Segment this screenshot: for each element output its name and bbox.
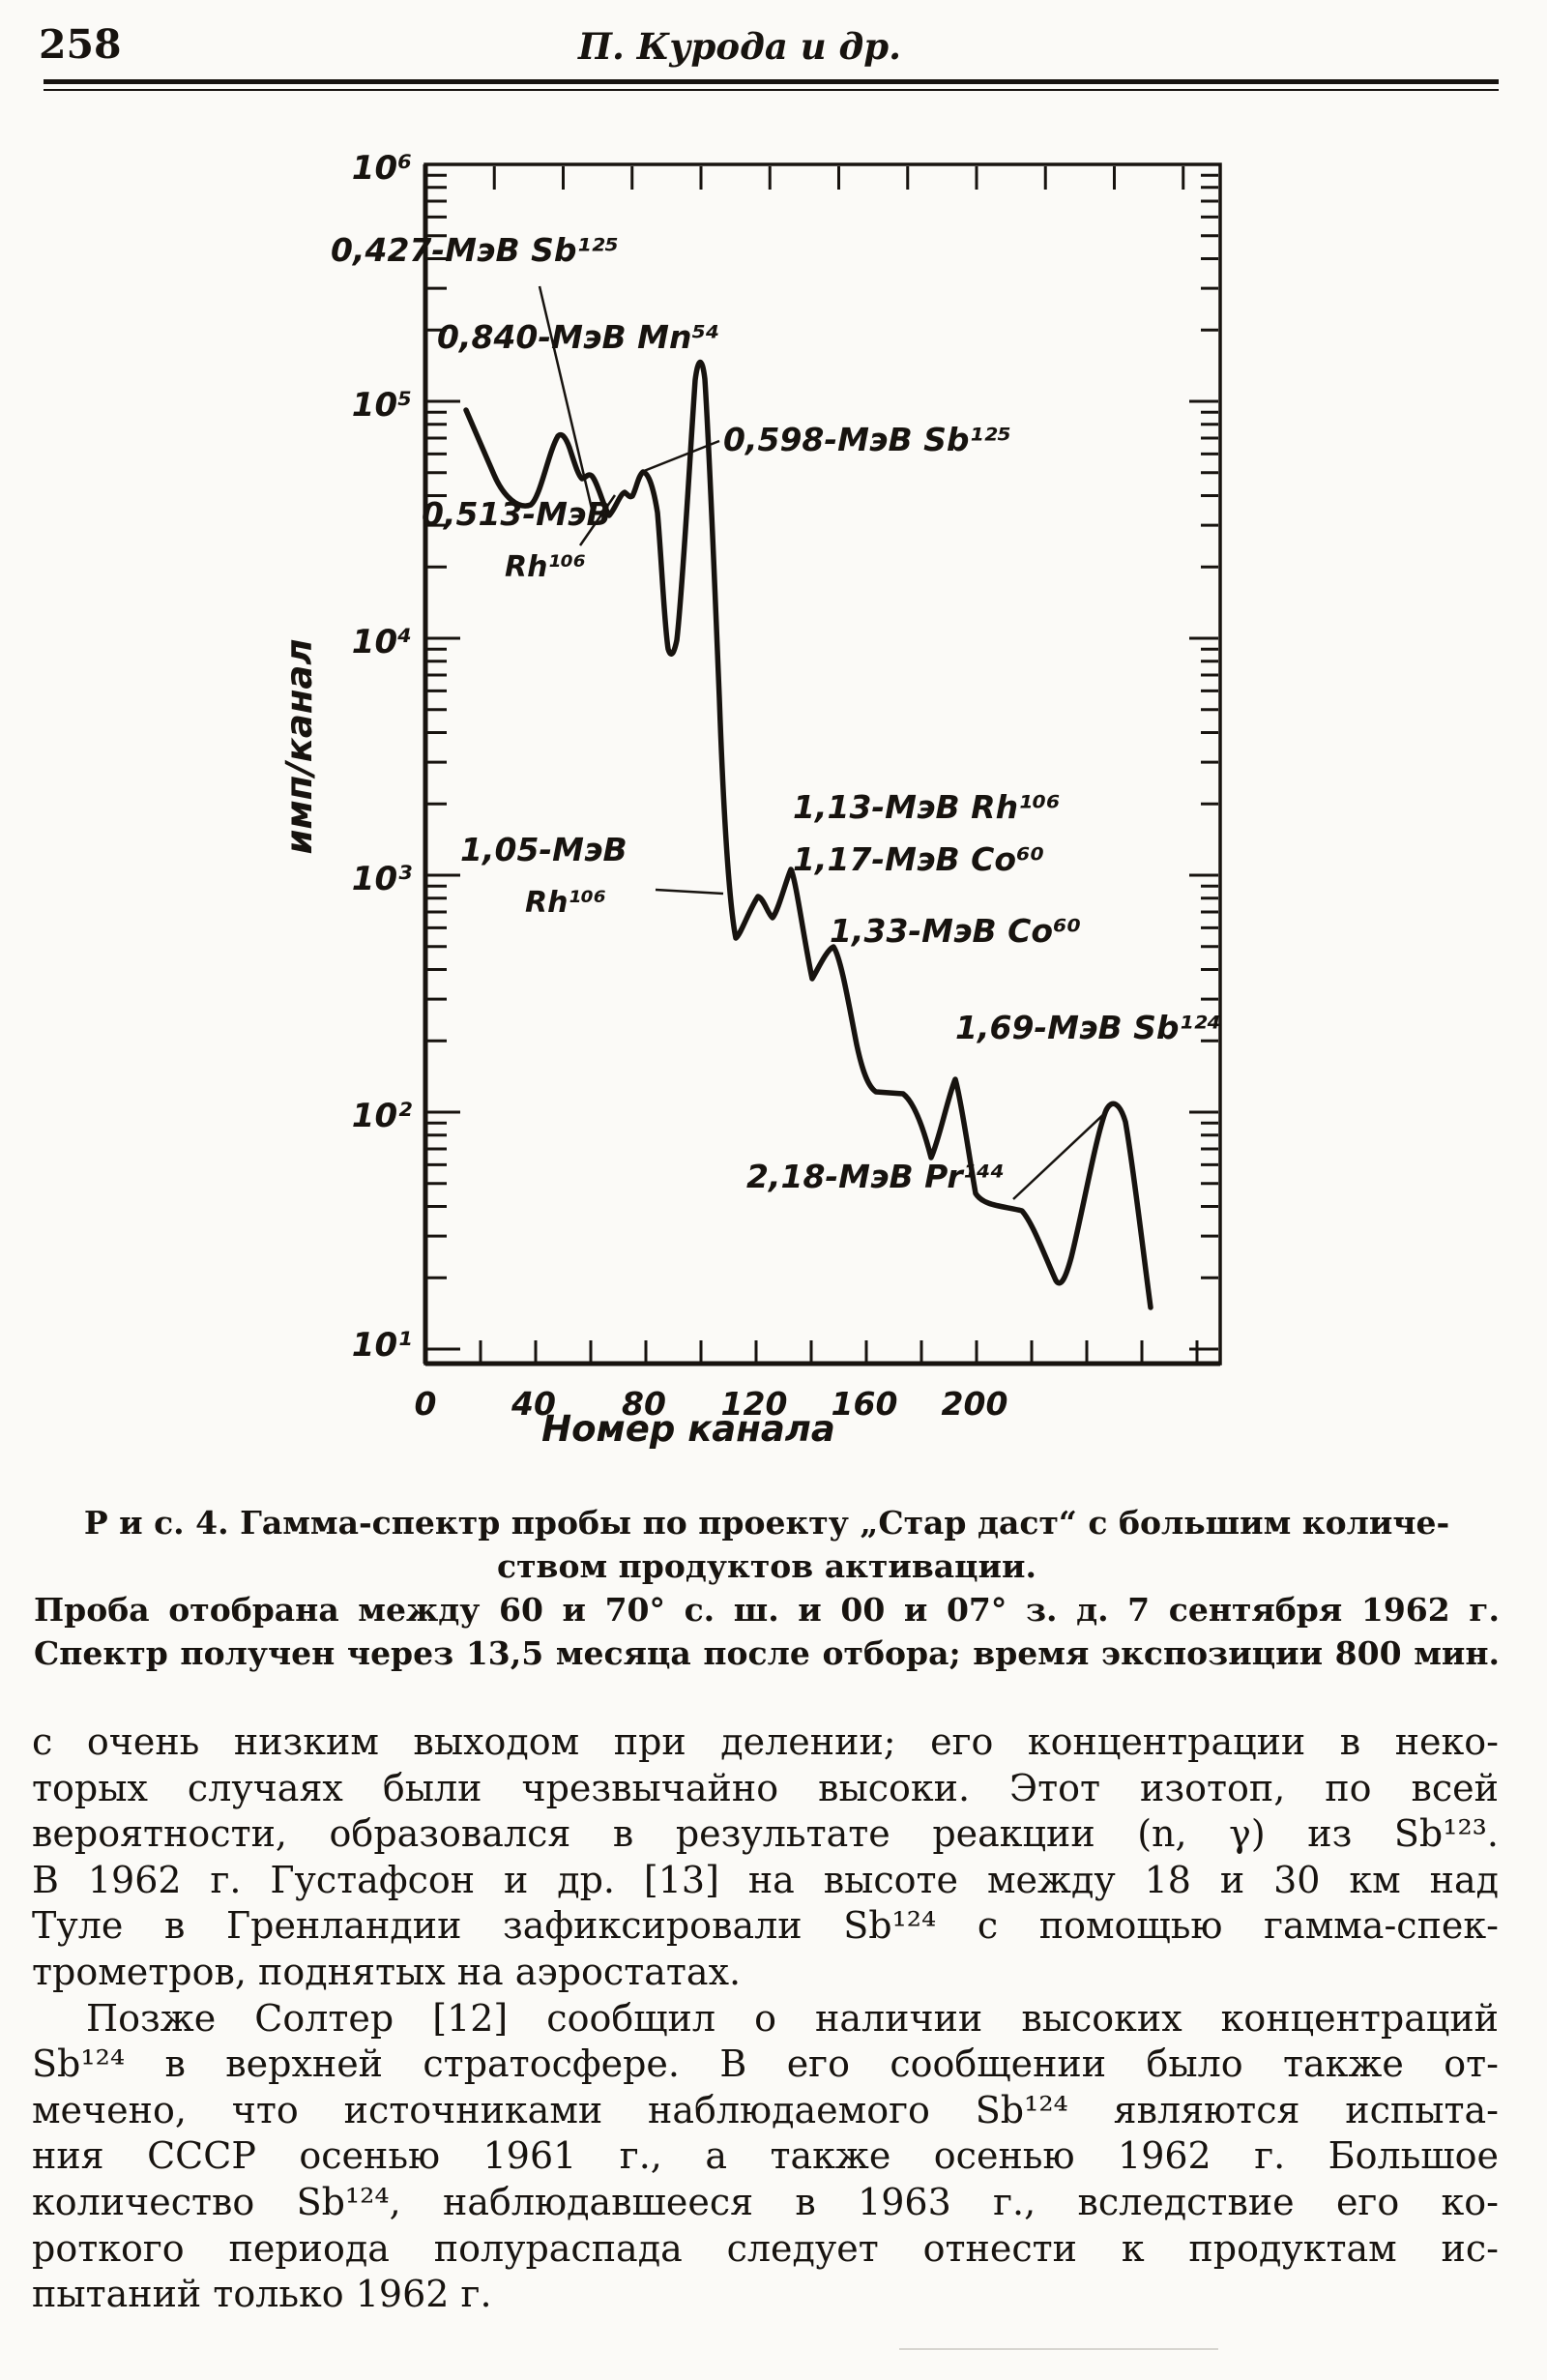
y-tick-1e2: 10² [352, 1097, 412, 1135]
y-tick-1e6: 10⁶ [352, 149, 412, 188]
y-axis-label: имп/канал [278, 639, 320, 855]
y-tick-labels: 10⁶ 10⁵ 10⁴ 10³ 10² 10¹ [352, 149, 412, 1365]
caption-line-2: ством продуктов активации. [497, 1547, 1036, 1585]
body-line: пытаний только 1962 г. [32, 2273, 492, 2316]
body-text: с очень низким выходом при делении; его … [32, 1719, 1499, 2318]
peak-label-105-line2: Rh¹⁰⁶ [525, 886, 606, 920]
x-axis-ticks-bottom [479, 1340, 1199, 1362]
page-number: 258 [39, 21, 122, 68]
body-line: ния СССР осенью 1961 г., а также осенью … [32, 2134, 1499, 2178]
x-tick-labels: 0 40 80 120 160 200 [415, 1385, 1008, 1423]
peak-label-840: 0,840-МэВ Mn⁵⁴ [437, 318, 719, 356]
peak-labels: 0,427-МэВ Sb¹²⁵ 0,840-МэВ Mn⁵⁴ 0,598-МэВ… [331, 231, 1221, 1195]
paragraph-2: Позже Солтер [12] сообщил о наличии высо… [32, 1996, 1499, 2318]
peak-label-169: 1,69-МэВ Sb¹²⁴ [955, 1009, 1221, 1046]
header-rule [44, 79, 1499, 91]
body-line: с очень низким выходом при делении; его … [32, 1720, 1499, 1763]
body-line: Позже Солтер [12] сообщил о наличии высо… [86, 1996, 1499, 2040]
gamma-spectrum-figure: 10⁶ 10⁵ 10⁴ 10³ 10² 10¹ 0 40 80 120 160 … [278, 149, 1222, 1450]
peak-label-427: 0,427-МэВ Sb¹²⁵ [331, 231, 619, 269]
body-line: трометров, поднятых на аэростатах. [32, 1950, 742, 1993]
body-line: Sb¹²⁴ в верхней стратосфере. В его сообщ… [32, 2042, 1499, 2086]
body-line: торых случаях были чрезвычайно высоки. Э… [32, 1766, 1499, 1809]
x-tick-80: 80 [622, 1385, 666, 1423]
peak-label-598: 0,598-МэВ Sb¹²⁵ [723, 421, 1011, 458]
y-tick-1e5: 10⁵ [352, 386, 412, 425]
x-axis-label: Номер канала [541, 1408, 835, 1450]
peak-label-513-line1: 0,513-МэВ [422, 495, 611, 533]
running-head: П. Курода и др. [578, 25, 901, 68]
figure-caption: Р и с. 4. Гамма-спектр пробы по проекту … [34, 1501, 1500, 1675]
leader-218 [1012, 1109, 1109, 1200]
spectrum-curve [463, 359, 1153, 1310]
leader-513 [578, 494, 617, 546]
body-line: количество Sb¹²⁴, наблюдавшееся в 1963 г… [32, 2180, 1499, 2223]
peak-label-117: 1,17-МэВ Co⁶⁰ [793, 840, 1044, 878]
leader-105 [655, 888, 724, 896]
x-tick-0: 0 [415, 1385, 437, 1423]
leader-lines [538, 285, 1109, 1200]
leader-598 [643, 439, 720, 473]
peak-label-513-line2: Rh¹⁰⁶ [505, 550, 586, 584]
caption-line-1: Р и с. 4. Гамма-спектр пробы по проекту … [83, 1504, 1450, 1542]
scan-artifact [899, 2348, 1218, 2350]
paragraph-1: с очень низким выходом при делении; его … [32, 1719, 1499, 1996]
caption-line-3: Проба отобрана между 60 и 70° с. ш. и 00… [34, 1591, 1500, 1629]
plot-frame [423, 162, 1222, 1366]
y-axis-ticks-left [427, 173, 460, 1351]
body-line: вероятности, образовался в результате ре… [32, 1812, 1499, 1856]
body-line: В 1962 г. Густафсон и др. [13] на высоте… [32, 1858, 1499, 1901]
y-tick-1e3: 10³ [352, 860, 412, 898]
caption-line-4: Спектр получен через 13,5 месяца после о… [34, 1634, 1500, 1672]
x-tick-160: 160 [832, 1385, 898, 1423]
body-line: роткого периода полураспада следует отне… [32, 2226, 1499, 2270]
peak-label-218: 2,18-МэВ Pr¹⁴⁴ [746, 1158, 1005, 1195]
x-tick-120: 120 [721, 1385, 788, 1423]
leader-427 [538, 285, 594, 510]
peak-label-105-line1: 1,05-МэВ [460, 831, 628, 868]
y-tick-1e1: 10¹ [352, 1326, 412, 1365]
peak-label-133: 1,33-МэВ Co⁶⁰ [830, 912, 1081, 950]
y-tick-1e4: 10⁴ [352, 623, 412, 661]
body-line: Туле в Гренландии зафиксировали Sb¹²⁴ с … [32, 1904, 1499, 1948]
body-line: мечено, что источниками наблюдаемого Sb¹… [32, 2088, 1499, 2131]
x-tick-200: 200 [942, 1385, 1008, 1423]
x-axis-ticks-top [492, 166, 1185, 190]
x-tick-40: 40 [511, 1385, 556, 1423]
peak-label-113: 1,13-МэВ Rh¹⁰⁶ [793, 788, 1060, 826]
y-axis-ticks-right [1189, 173, 1218, 1351]
